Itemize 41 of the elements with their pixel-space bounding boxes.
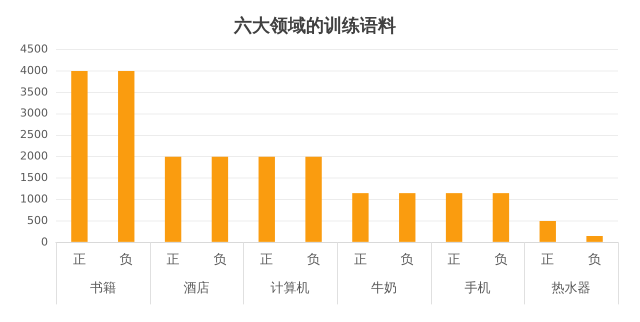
x-tick-label: 正 — [260, 252, 274, 268]
text: 计算机 — [270, 280, 310, 296]
x-tick-label: 正 — [166, 252, 180, 268]
y-tick-label: 500 — [26, 214, 48, 227]
bar — [164, 156, 182, 242]
bar — [71, 71, 88, 242]
bar — [352, 193, 369, 242]
y-tick-label: 4000 — [20, 64, 48, 77]
bar — [586, 236, 603, 242]
y-tick-label: 2000 — [20, 150, 48, 163]
bar — [212, 156, 228, 242]
x-tick-label: 正 — [354, 252, 367, 268]
y-tick-label: 4500 — [20, 42, 48, 56]
x-tick-label: 负 — [400, 252, 414, 268]
y-tick-label: 0 — [40, 235, 48, 248]
bar — [118, 71, 134, 242]
x-tick-label: 负 — [120, 252, 133, 268]
x-tick-label: 负 — [307, 252, 320, 268]
y-tick-label: 1000 — [20, 192, 48, 206]
text: 手机 — [464, 280, 490, 296]
bar — [305, 156, 322, 242]
text: 热水器 — [552, 280, 591, 296]
y-tick-label: 1500 — [20, 170, 48, 184]
text: 牛奶 — [370, 280, 397, 296]
x-tick-label: 负 — [494, 252, 508, 268]
bar — [399, 193, 416, 242]
chart-title: 六大领域的训练语料 — [233, 15, 396, 36]
y-tick-label: 3000 — [20, 106, 48, 120]
text: 酒店 — [183, 280, 210, 296]
x-tick-label: 正 — [541, 252, 554, 268]
x-tick-label: 正 — [72, 252, 86, 268]
x-tick-label: 负 — [588, 252, 602, 268]
y-tick-label: 3500 — [20, 85, 48, 98]
bar — [446, 193, 462, 242]
x-tick-label: 负 — [213, 252, 226, 268]
bar — [258, 156, 275, 242]
x-tick-label: 正 — [448, 252, 461, 268]
bar — [492, 193, 510, 242]
bar — [540, 220, 556, 242]
text: 书籍 — [90, 280, 116, 296]
y-tick-label: 2500 — [20, 128, 48, 142]
